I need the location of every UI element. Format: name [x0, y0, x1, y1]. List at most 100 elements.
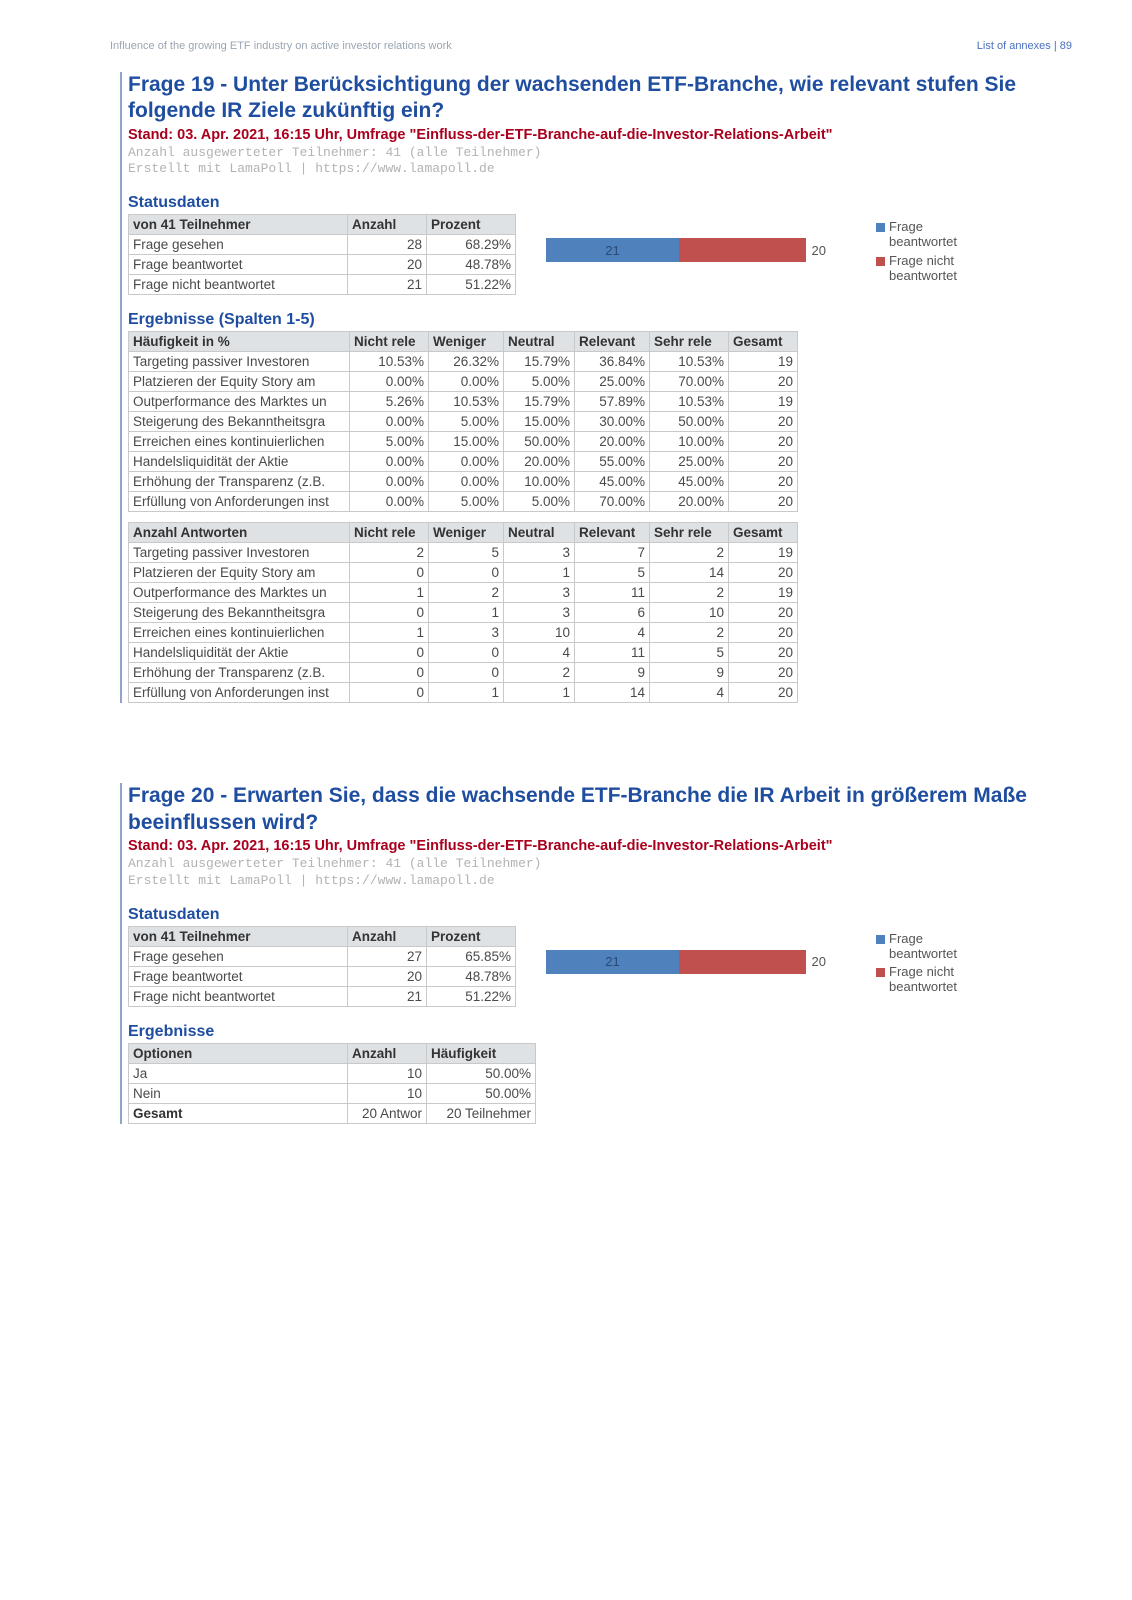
legend-item: Fragebeantwortet [876, 932, 957, 962]
table-row: Handelsliquidität der Aktie00411520 [129, 643, 798, 663]
table-cell: 14 [575, 683, 650, 703]
table-header: Gesamt [729, 523, 798, 543]
table-cell: 1 [429, 683, 504, 703]
table-cell: 9 [575, 663, 650, 683]
table-cell: 10 [650, 603, 729, 623]
table-cell: 0 [429, 563, 504, 583]
table-cell: 20 [729, 603, 798, 623]
table-cell: 27 [348, 946, 427, 966]
table-cell: 19 [729, 543, 798, 563]
table-cell: 50.00% [427, 1083, 536, 1103]
table-cell: 45.00% [650, 472, 729, 492]
table-row: Steigerung des Bekanntheitsgra0.00%5.00%… [129, 412, 798, 432]
table-cell: 5 [650, 643, 729, 663]
table-header: Weniger [429, 332, 504, 352]
table-cell: 50.00% [427, 1063, 536, 1083]
table-cell: 21 [348, 275, 427, 295]
table-row: Targeting passiver Investoren10.53%26.32… [129, 352, 798, 372]
table-cell: 55.00% [575, 452, 650, 472]
table-cell: 1 [350, 583, 429, 603]
table-cell: 28 [348, 235, 427, 255]
table-cell: 5.00% [504, 372, 575, 392]
table-header: Anzahl [348, 215, 427, 235]
q20-status-table: von 41 TeilnehmerAnzahlProzentFrage gese… [128, 926, 516, 1007]
table-header: Neutral [504, 523, 575, 543]
table-cell: 70.00% [650, 372, 729, 392]
table-row: Frage beantwortet2048.78% [129, 255, 516, 275]
table-cell: 36.84% [575, 352, 650, 372]
table-cell: Handelsliquidität der Aktie [129, 643, 350, 663]
table-cell: 0.00% [350, 492, 429, 512]
table-row: Handelsliquidität der Aktie0.00%0.00%20.… [129, 452, 798, 472]
table-cell: 0.00% [429, 452, 504, 472]
table-cell: Frage beantwortet [129, 255, 348, 275]
table-cell: 0 [350, 563, 429, 583]
table-row: Erfüllung von Anforderungen inst01114420 [129, 683, 798, 703]
table-header: Weniger [429, 523, 504, 543]
table-cell: 20 [729, 432, 798, 452]
table-cell: 0.00% [350, 372, 429, 392]
table-cell: Erhöhung der Transparenz (z.B. [129, 663, 350, 683]
legend-label: Frage nichtbeantwortet [889, 965, 957, 995]
table-cell: Erfüllung von Anforderungen inst [129, 683, 350, 703]
legend-label: Frage nichtbeantwortet [889, 254, 957, 284]
table-row: Outperformance des Marktes un5.26%10.53%… [129, 392, 798, 412]
table-cell: 10.53% [350, 352, 429, 372]
table-cell: 1 [350, 623, 429, 643]
table-cell: 5.00% [350, 432, 429, 452]
legend-swatch [876, 935, 885, 944]
table-cell: 21 [348, 986, 427, 1006]
table-cell: 25.00% [575, 372, 650, 392]
q19-title: Frage 19 - Unter Berücksichtigung der wa… [128, 72, 1072, 125]
table-cell: 20 [729, 492, 798, 512]
table-cell: 15.00% [429, 432, 504, 452]
table-cell: 2 [650, 623, 729, 643]
table-cell: 5.00% [429, 412, 504, 432]
legend-swatch [876, 257, 885, 266]
table-row: Erfüllung von Anforderungen inst0.00%5.0… [129, 492, 798, 512]
table-cell: 30.00% [575, 412, 650, 432]
table-cell: 5 [429, 543, 504, 563]
table-cell: 19 [729, 583, 798, 603]
table-cell: 0.00% [429, 372, 504, 392]
table-cell: Outperformance des Marktes un [129, 392, 350, 412]
table-cell: 0.00% [429, 472, 504, 492]
q20-title: Frage 20 - Erwarten Sie, dass die wachse… [128, 783, 1072, 836]
legend-swatch [876, 968, 885, 977]
table-cell: Gesamt [129, 1103, 348, 1123]
legend-item: Fragebeantwortet [876, 220, 957, 250]
table-cell: 2 [650, 543, 729, 563]
table-header: Relevant [575, 523, 650, 543]
table-header: von 41 Teilnehmer [129, 215, 348, 235]
table-cell: 57.89% [575, 392, 650, 412]
bar-segment-beantwortet: 21 [546, 238, 679, 262]
table-cell: 20.00% [575, 432, 650, 452]
table-cell: 5 [575, 563, 650, 583]
table-cell: 20 Teilnehmer [427, 1103, 536, 1123]
table-header: Häufigkeit [427, 1043, 536, 1063]
page-header: Influence of the growing ETF industry on… [0, 0, 1132, 62]
table-row: Nein1050.00% [129, 1083, 536, 1103]
bar-segment-nicht [679, 950, 806, 974]
table-cell: 1 [429, 603, 504, 623]
q20-meta2: Erstellt mit LamaPoll | https://www.lama… [128, 873, 1072, 890]
table-cell: 0 [350, 603, 429, 623]
table-cell: 4 [650, 683, 729, 703]
table-cell: 0 [350, 643, 429, 663]
table-cell: 0 [350, 663, 429, 683]
q19-legend: Fragebeantwortet Frage nichtbeantwortet [876, 220, 957, 288]
table-cell: 2 [504, 663, 575, 683]
table-header: Gesamt [729, 332, 798, 352]
table-cell: 0.00% [350, 452, 429, 472]
table-cell: Outperformance des Marktes un [129, 583, 350, 603]
table-cell: 45.00% [575, 472, 650, 492]
table-cell: 14 [650, 563, 729, 583]
table-cell: 68.29% [427, 235, 516, 255]
table-header: Nicht rele [350, 332, 429, 352]
q19-bar-chart: 2120 [546, 220, 866, 282]
table-cell: 5.26% [350, 392, 429, 412]
table-cell: 19 [729, 392, 798, 412]
table-header: Anzahl Antworten [129, 523, 350, 543]
table-header: Prozent [427, 215, 516, 235]
q19-results-heading: Ergebnisse (Spalten 1-5) [128, 311, 1072, 329]
